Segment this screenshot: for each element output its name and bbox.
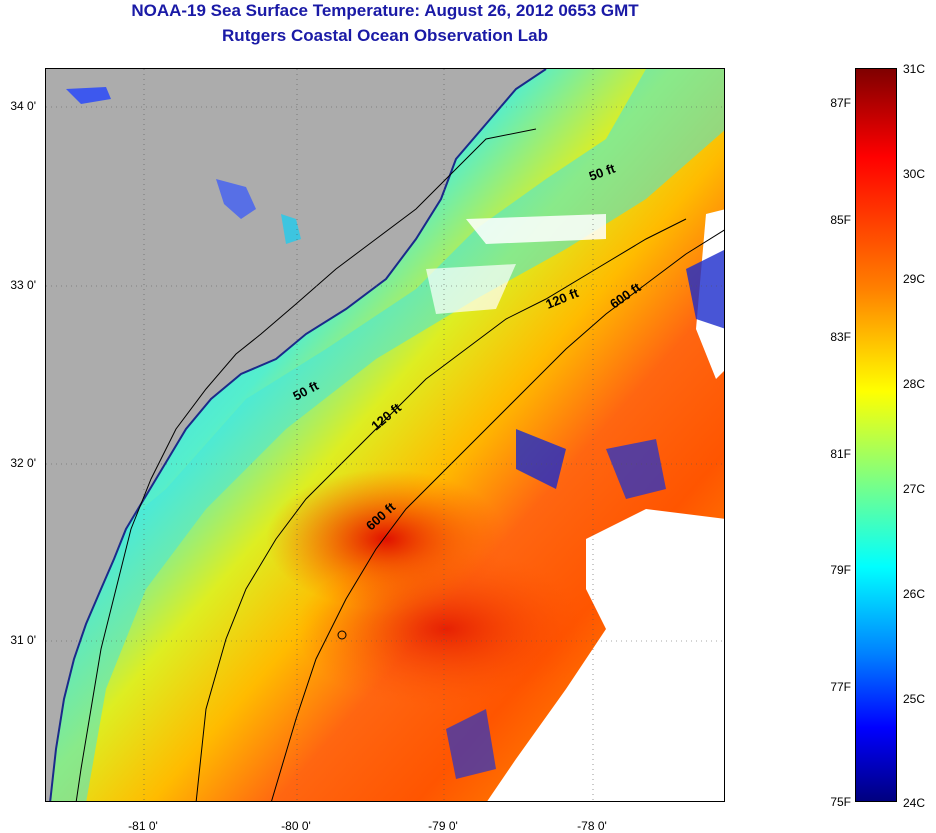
colorbar-label-30c: 30C (903, 167, 926, 181)
lake-feature-2 (281, 214, 301, 244)
land-mass (46, 69, 546, 801)
lat-label-34: 34 0' (10, 99, 36, 113)
colorbar-label-27c: 27C (903, 482, 926, 496)
cloud-mask-shelf (466, 214, 606, 244)
colorbar-label-31c: 31C (903, 62, 926, 76)
colorbar-label-75f: 75F (830, 795, 851, 809)
cloud-mask-mid (426, 264, 516, 314)
cold-patch (516, 429, 566, 489)
cold-patch-3 (686, 250, 724, 329)
warm-offshore-region (296, 549, 596, 709)
lat-label-33: 33 0' (10, 278, 36, 292)
colorbar-label-29c: 29C (903, 272, 926, 286)
isobath-50ft (75, 128, 537, 801)
map-subtitle: Rutgers Coastal Ocean Observation Lab (222, 26, 548, 45)
colorbar-label-87f: 87F (830, 96, 851, 110)
nearshore-cool-band (46, 69, 724, 801)
colorbar-label-85f: 85F (830, 213, 851, 227)
colorbar-label-28c: 28C (903, 377, 926, 391)
lon-label-81: -81 0' (128, 819, 158, 833)
colorbar-label-25c: 25C (903, 692, 926, 706)
lon-label-79: -79 0' (428, 819, 458, 833)
coastline (49, 69, 547, 801)
colorbar-label-81f: 81F (830, 447, 851, 461)
cold-patch-2 (606, 439, 666, 499)
colorbar-label-79f: 79F (830, 563, 851, 577)
isobath-600ft (271, 229, 724, 801)
station-marker (337, 630, 347, 640)
lat-label-31: 31 0' (10, 633, 36, 647)
lon-label-78: -78 0' (577, 819, 607, 833)
colorbar-label-83f: 83F (830, 330, 851, 344)
lake-feature-3 (66, 87, 111, 104)
colorbar-label-24c: 24C (903, 796, 926, 810)
colorbar-label-26c: 26C (903, 587, 926, 601)
colorbar-label-77f: 77F (830, 680, 851, 694)
cloud-mask-se (487, 509, 724, 801)
sst-map: 50 ft 120 ft 600 ft 50 ft 120 ft 600 ft (45, 68, 725, 802)
graticule (46, 69, 724, 801)
sst-map-canvas: 50 ft 120 ft 600 ft 50 ft 120 ft 600 ft (46, 69, 724, 801)
isobath-120ft (195, 218, 687, 801)
lake-feature (216, 179, 256, 219)
map-title: NOAA-19 Sea Surface Temperature: August … (131, 1, 639, 20)
lon-label-80: -80 0' (281, 819, 311, 833)
cold-patch-4 (446, 709, 496, 779)
lat-label-32: 32 0' (10, 456, 36, 470)
temperature-colorbar (855, 68, 897, 802)
